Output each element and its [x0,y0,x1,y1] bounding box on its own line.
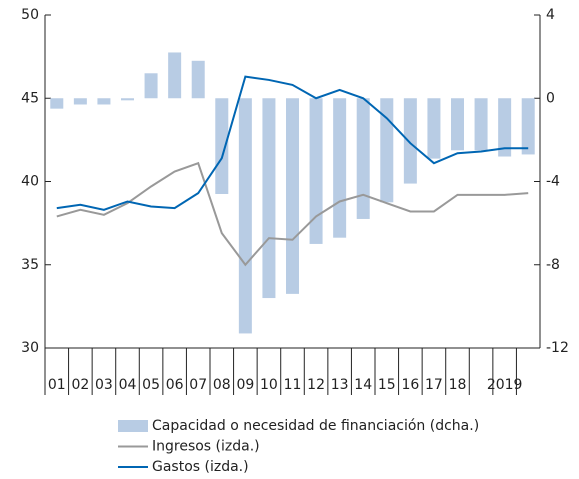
x-tick-label: 13 [331,377,349,393]
x-tick-label: 2019 [487,377,523,393]
y-tick-label: 30 [21,340,39,356]
x-tick-label: 04 [119,377,137,393]
bar [168,52,182,99]
bar [333,98,347,238]
x-tick-label: 02 [71,377,89,393]
bar [380,98,394,203]
bar [498,98,512,157]
y-tick-label: 50 [21,7,39,23]
bar [73,98,87,105]
legend-label: Capacidad o necesidad de financiación (d… [152,418,479,434]
bar [144,73,158,99]
y-tick-label: 40 [21,174,39,190]
y-tick-label: 45 [21,90,39,106]
x-tick-label: 14 [354,377,372,393]
x-tick-label: 12 [307,377,325,393]
bar [521,98,535,155]
y2-tick-label: -4 [546,174,560,190]
y2-tick-label: -12 [546,340,569,356]
x-tick-label: 11 [284,377,302,393]
legend-label: Ingresos (izda.) [152,439,260,455]
x-tick-label: 18 [449,377,467,393]
line [56,75,529,211]
bar [50,98,64,109]
x-tick-label: 10 [260,377,278,393]
bar [309,98,323,244]
x-tick-label: 07 [189,377,207,393]
x-tick-label: 06 [166,377,184,393]
bar [451,98,464,151]
x-tick-label: 17 [425,377,443,393]
bar [356,98,370,219]
bar [427,98,441,159]
x-tick-label: 03 [95,377,113,393]
y2-tick-label: 4 [546,7,555,23]
x-tick-label: 01 [48,377,66,393]
x-tick-label: 05 [142,377,160,393]
x-tick-label: 15 [378,377,396,393]
legend-label: Gastos (izda.) [152,459,249,475]
y-tick-label: 35 [21,257,39,273]
x-tick-label: 08 [213,377,231,393]
y2-tick-label: -8 [546,257,560,273]
bar [191,60,205,99]
bar [286,98,299,294]
y2-tick-label: 0 [546,90,555,106]
x-tick-label: 16 [401,377,419,393]
bar [403,98,417,184]
legend-swatch [118,420,148,432]
bar [238,98,252,334]
bar [262,98,276,299]
bar [97,98,111,105]
bar [474,98,488,151]
line [56,161,529,267]
bar [121,98,134,101]
bar [215,98,229,194]
x-tick-label: 09 [236,377,254,393]
